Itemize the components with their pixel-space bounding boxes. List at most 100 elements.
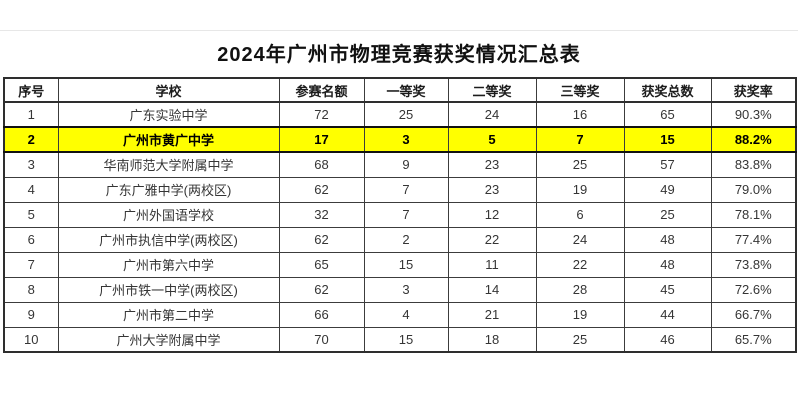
table-cell: 广州市铁一中学(两校区) bbox=[57, 276, 280, 303]
table-cell: 4 bbox=[363, 301, 449, 328]
table-cell: 19 bbox=[535, 176, 625, 203]
table-body: 1 广东实验中学 72 25 24 16 65 90.3% 2 广州市黄广中学 17 3 5 7 15 88.… bbox=[3, 101, 797, 353]
table-cell: 广州大学附属中学 bbox=[57, 326, 280, 353]
table-cell: 3 bbox=[3, 151, 59, 178]
table-cell: 6 bbox=[535, 201, 625, 228]
table-cell: 66.7% bbox=[710, 301, 797, 328]
table-cell: 62 bbox=[278, 226, 365, 253]
table-cell: 7 bbox=[363, 176, 449, 203]
award-summary-table: 序号 学校 参赛名额 一等奖 二等奖 三等奖 获奖总数 获奖率 1 广东实验中学 72 25 24 16… bbox=[3, 77, 797, 353]
table-cell: 24 bbox=[447, 101, 537, 128]
table-cell: 5 bbox=[447, 126, 537, 153]
table-header: 序号 学校 参赛名额 一等奖 二等奖 三等奖 获奖总数 获奖率 bbox=[3, 77, 797, 103]
table-cell: 77.4% bbox=[710, 226, 797, 253]
table-row: 9 广州市第二中学 66 4 21 19 44 66.7% bbox=[3, 301, 797, 328]
top-divider-line bbox=[0, 30, 798, 31]
table-row: 3 华南师范大学附属中学 68 9 23 25 57 83.8% bbox=[3, 151, 797, 178]
table-cell: 21 bbox=[447, 301, 537, 328]
table-cell: 79.0% bbox=[710, 176, 797, 203]
table-cell: 15 bbox=[363, 326, 449, 353]
table-cell: 23 bbox=[447, 176, 537, 203]
table-cell: 7 bbox=[363, 201, 449, 228]
table-cell: 广州市黄广中学 bbox=[57, 126, 280, 153]
table-cell: 15 bbox=[363, 251, 449, 278]
table-cell: 3 bbox=[363, 276, 449, 303]
table-cell: 25 bbox=[535, 151, 625, 178]
page-title: 2024年广州市物理竞赛获奖情况汇总表 bbox=[217, 44, 581, 66]
table-cell: 32 bbox=[278, 201, 365, 228]
table-cell: 62 bbox=[278, 176, 365, 203]
table-cell: 4 bbox=[3, 176, 59, 203]
table-cell: 6 bbox=[3, 226, 59, 253]
table-cell: 17 bbox=[278, 126, 365, 153]
table-cell: 18 bbox=[447, 326, 537, 353]
table-cell: 广州市第二中学 bbox=[57, 301, 280, 328]
table-row: 8 广州市铁一中学(两校区) 62 3 14 28 45 72.6% bbox=[3, 276, 797, 303]
table-cell: 72.6% bbox=[710, 276, 797, 303]
table-cell: 44 bbox=[623, 301, 712, 328]
table-cell: 22 bbox=[535, 251, 625, 278]
table-cell: 9 bbox=[363, 151, 449, 178]
table-cell: 68 bbox=[278, 151, 365, 178]
table-cell: 24 bbox=[535, 226, 625, 253]
table-cell: 3 bbox=[363, 126, 449, 153]
table-row: 5 广州外国语学校 32 7 12 6 25 78.1% bbox=[3, 201, 797, 228]
table-cell: 23 bbox=[447, 151, 537, 178]
table-cell: 48 bbox=[623, 251, 712, 278]
table-cell: 70 bbox=[278, 326, 365, 353]
table-cell: 65 bbox=[623, 101, 712, 128]
table-cell: 9 bbox=[3, 301, 59, 328]
column-header: 三等奖 bbox=[535, 77, 625, 103]
table-cell: 90.3% bbox=[710, 101, 797, 128]
table-cell: 14 bbox=[447, 276, 537, 303]
header-row: 序号 学校 参赛名额 一等奖 二等奖 三等奖 获奖总数 获奖率 bbox=[3, 77, 797, 103]
table-cell: 72 bbox=[278, 101, 365, 128]
table-cell: 2 bbox=[363, 226, 449, 253]
table-row: 1 广东实验中学 72 25 24 16 65 90.3% bbox=[3, 101, 797, 128]
table-cell: 65 bbox=[278, 251, 365, 278]
table-cell: 78.1% bbox=[710, 201, 797, 228]
table-cell: 45 bbox=[623, 276, 712, 303]
table-cell: 16 bbox=[535, 101, 625, 128]
table-row: 10 广州大学附属中学 70 15 18 25 46 65.7% bbox=[3, 326, 797, 353]
table-cell: 62 bbox=[278, 276, 365, 303]
table-cell: 广州市第六中学 bbox=[57, 251, 280, 278]
table-cell: 7 bbox=[3, 251, 59, 278]
table-cell: 48 bbox=[623, 226, 712, 253]
table-cell: 8 bbox=[3, 276, 59, 303]
column-header: 一等奖 bbox=[363, 77, 449, 103]
column-header: 参赛名额 bbox=[278, 77, 365, 103]
table-cell: 10 bbox=[3, 326, 59, 353]
table-cell: 15 bbox=[623, 126, 712, 153]
table-cell: 2 bbox=[3, 126, 59, 153]
table-cell: 广州外国语学校 bbox=[57, 201, 280, 228]
table-cell: 25 bbox=[535, 326, 625, 353]
table-cell: 12 bbox=[447, 201, 537, 228]
table-cell: 73.8% bbox=[710, 251, 797, 278]
column-header: 获奖总数 bbox=[623, 77, 712, 103]
table-cell: 19 bbox=[535, 301, 625, 328]
table-cell: 7 bbox=[535, 126, 625, 153]
table-cell: 65.7% bbox=[710, 326, 797, 353]
table-cell: 57 bbox=[623, 151, 712, 178]
table-cell: 1 bbox=[3, 101, 59, 128]
table-row-highlighted: 2 广州市黄广中学 17 3 5 7 15 88.2% bbox=[3, 126, 797, 153]
column-header: 序号 bbox=[3, 77, 59, 103]
table-row: 7 广州市第六中学 65 15 11 22 48 73.8% bbox=[3, 251, 797, 278]
table-row: 4 广东广雅中学(两校区) 62 7 23 19 49 79.0% bbox=[3, 176, 797, 203]
table-cell: 46 bbox=[623, 326, 712, 353]
table-cell: 25 bbox=[363, 101, 449, 128]
table-cell: 25 bbox=[623, 201, 712, 228]
table-cell: 83.8% bbox=[710, 151, 797, 178]
table-cell: 华南师范大学附属中学 bbox=[57, 151, 280, 178]
table-cell: 28 bbox=[535, 276, 625, 303]
table-cell: 广州市执信中学(两校区) bbox=[57, 226, 280, 253]
table-cell: 49 bbox=[623, 176, 712, 203]
table-cell: 广东广雅中学(两校区) bbox=[57, 176, 280, 203]
table-cell: 88.2% bbox=[710, 126, 797, 153]
column-header: 二等奖 bbox=[447, 77, 537, 103]
table-cell: 广东实验中学 bbox=[57, 101, 280, 128]
column-header: 获奖率 bbox=[710, 77, 797, 103]
table-cell: 5 bbox=[3, 201, 59, 228]
table-cell: 11 bbox=[447, 251, 537, 278]
